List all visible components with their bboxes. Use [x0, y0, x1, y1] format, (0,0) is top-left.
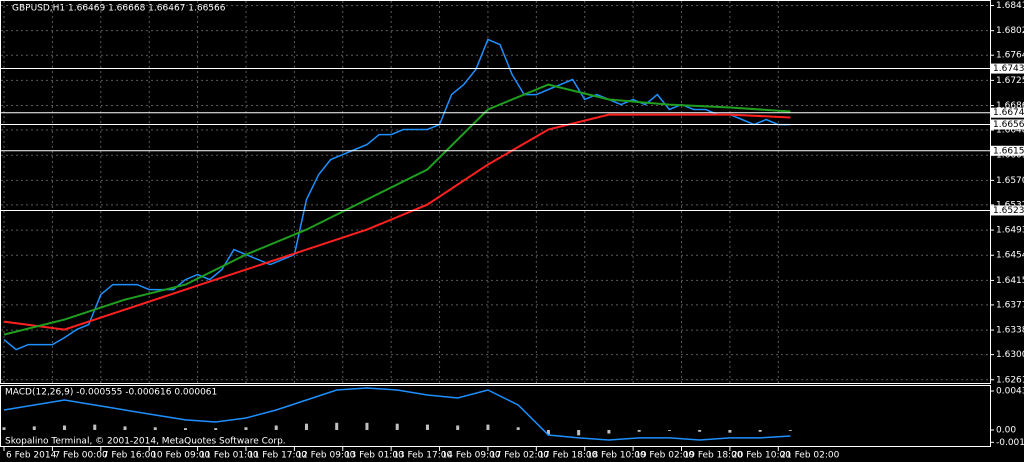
x-tick-label: 14 Feb 09:00 [442, 451, 501, 461]
histogram-bar [425, 424, 429, 430]
level-label: 1.65234 [993, 206, 1024, 216]
histogram-bar [728, 429, 732, 433]
histogram-bar [123, 426, 127, 430]
level-label-box [991, 107, 1024, 118]
histogram-bar [153, 427, 157, 430]
y-tick-label: 1.64150 [996, 276, 1024, 286]
x-tick-label: 7 Feb 00:00 [54, 451, 108, 461]
histogram-bar [788, 429, 792, 431]
histogram-bar [486, 424, 490, 430]
histogram-bar [63, 425, 67, 430]
histogram-bar [667, 429, 671, 431]
x-tick-label: 20 Feb 10:00 [732, 451, 791, 461]
histogram-bar [456, 425, 460, 430]
histogram-bar [244, 427, 248, 430]
y-tick-label: 1.67640 [996, 51, 1024, 61]
histogram-bar [335, 422, 339, 430]
x-tick-label: 17 Feb 02:00 [490, 451, 549, 461]
level-label: 1.66749 [993, 108, 1024, 118]
x-tick-label: 21 Feb 02:00 [780, 451, 839, 461]
y-tick-label: 1.64540 [996, 251, 1024, 261]
x-tick-label: 11 Feb 17:00 [248, 451, 307, 461]
histogram-bar [395, 423, 399, 430]
x-tick-label: 18 Feb 10:00 [587, 451, 646, 461]
chart-title: GBPUSD,H1 1.66469 1.66668 1.66467 1.6656… [12, 4, 226, 14]
histogram-bar [274, 425, 278, 430]
price-line [3, 38, 791, 351]
copyright: Skopalino Terminal, © 2001-2014, MetaQuo… [5, 437, 286, 447]
y-tick-label: 1.63380 [996, 326, 1024, 336]
x-tick-label: 6 Feb 2014 [6, 451, 57, 461]
level-label-box [991, 145, 1024, 156]
y-tick-label: 1.64930 [996, 226, 1024, 236]
y-tick-label: 1.65700 [996, 176, 1024, 186]
x-tick-label: 19 Feb 02:00 [635, 451, 694, 461]
histogram-bar [365, 422, 369, 430]
histogram-bar [214, 428, 218, 430]
histogram-bar [516, 427, 520, 430]
y-tick-label: 1.67250 [996, 76, 1024, 86]
histogram-bar [93, 424, 97, 430]
macd-panel-frame [0, 385, 991, 447]
y-tick-label: 1.68410 [996, 1, 1024, 11]
level-label: 1.67433 [993, 64, 1024, 74]
y-tick-label: 1.66860 [996, 101, 1024, 111]
price-line [3, 387, 791, 441]
histogram-bar [546, 429, 550, 435]
level-label: 1.66159 [993, 146, 1024, 156]
y-tick-label: 1.65320 [996, 200, 1024, 210]
x-tick-label: 13 Feb 17:00 [393, 451, 452, 461]
level-label: 1.66566 [993, 120, 1024, 130]
y-tick-label: 0.00 [996, 425, 1016, 435]
y-tick-label: 1.63770 [996, 300, 1024, 310]
y-tick-label: -0.001381 [996, 438, 1024, 448]
x-tick-label: 17 Feb 18:00 [538, 451, 597, 461]
x-tick-label: 19 Feb 18:00 [684, 451, 743, 461]
histogram-bar [2, 427, 6, 430]
x-tick-label: 11 Feb 01:00 [200, 451, 259, 461]
histogram-bar [607, 429, 611, 434]
x-tick-label: 12 Feb 09:00 [296, 451, 355, 461]
y-tick-label: 1.68020 [996, 26, 1024, 36]
histogram-bar [304, 423, 308, 430]
price-line [3, 113, 791, 331]
y-tick-label: 1.63000 [996, 350, 1024, 360]
level-label-box [991, 205, 1024, 216]
price-line [3, 83, 791, 336]
y-tick-label: 1.66480 [996, 126, 1024, 136]
level-label-box [991, 63, 1024, 74]
x-tick-label: 13 Feb 01:00 [345, 451, 404, 461]
y-tick-label: 0.004351 [996, 387, 1024, 397]
x-tick-label: 7 Feb 16:00 [103, 451, 157, 461]
y-tick-label: 1.62610 [996, 375, 1024, 385]
macd-title: MACD(12,26,9) -0.000555 -0.000616 0.0000… [5, 388, 217, 398]
histogram-bar [698, 429, 702, 432]
level-label-box [991, 119, 1024, 130]
x-tick-label: 10 Feb 09:00 [151, 451, 210, 461]
histogram-bar [32, 426, 36, 430]
main-panel-frame [0, 0, 991, 384]
histogram-bar [637, 429, 641, 432]
histogram-bar [758, 429, 762, 432]
histogram-bar [577, 429, 581, 436]
histogram-bar [183, 428, 187, 430]
